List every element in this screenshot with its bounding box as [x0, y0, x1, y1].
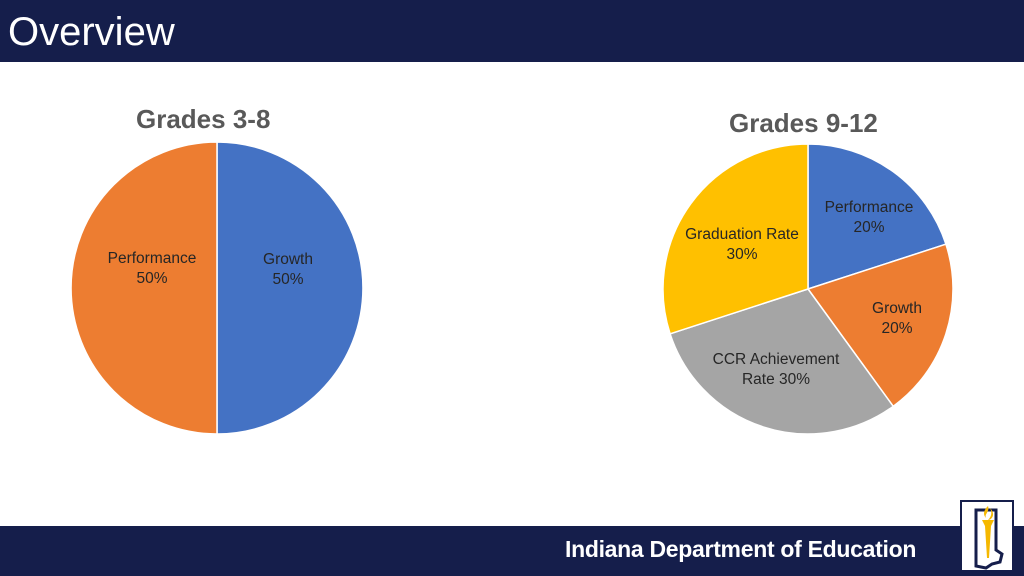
footer-bar [0, 526, 1024, 576]
pie-slice-growth-20 [806, 243, 954, 408]
pie-slice-graduation-rate-30 [662, 143, 809, 335]
slide-title: Overview [8, 10, 175, 54]
header-bar: Overview [0, 0, 1024, 62]
pie-label-performance-50: Performance 50% [108, 250, 197, 287]
pie-label-growth-20: Growth 20% [872, 300, 922, 337]
chart-title-grades-9-12: Grades 9-12 [729, 108, 878, 138]
pie-slice-ccr-achievement-rate-30 [669, 288, 895, 435]
chart-title-grades-3-8: Grades 3-8 [136, 104, 271, 134]
idoe-logo [960, 500, 1014, 572]
pie-label-performance-20: Performance 20% [825, 199, 914, 236]
pie-label-ccr-achievement-rate-30: CCR Achievement Rate 30% [713, 351, 840, 388]
pie-label-growth-50: Growth 50% [263, 251, 313, 288]
pie-label-graduation-rate-30: Graduation Rate 30% [685, 226, 799, 263]
pie-slice-performance-20 [807, 143, 947, 291]
pie-slice-performance-50 [70, 141, 218, 435]
footer-organization-name: Indiana Department of Education [565, 536, 917, 562]
torch-state-outline-icon [974, 506, 1004, 570]
pie-slice-growth-50 [216, 141, 364, 435]
